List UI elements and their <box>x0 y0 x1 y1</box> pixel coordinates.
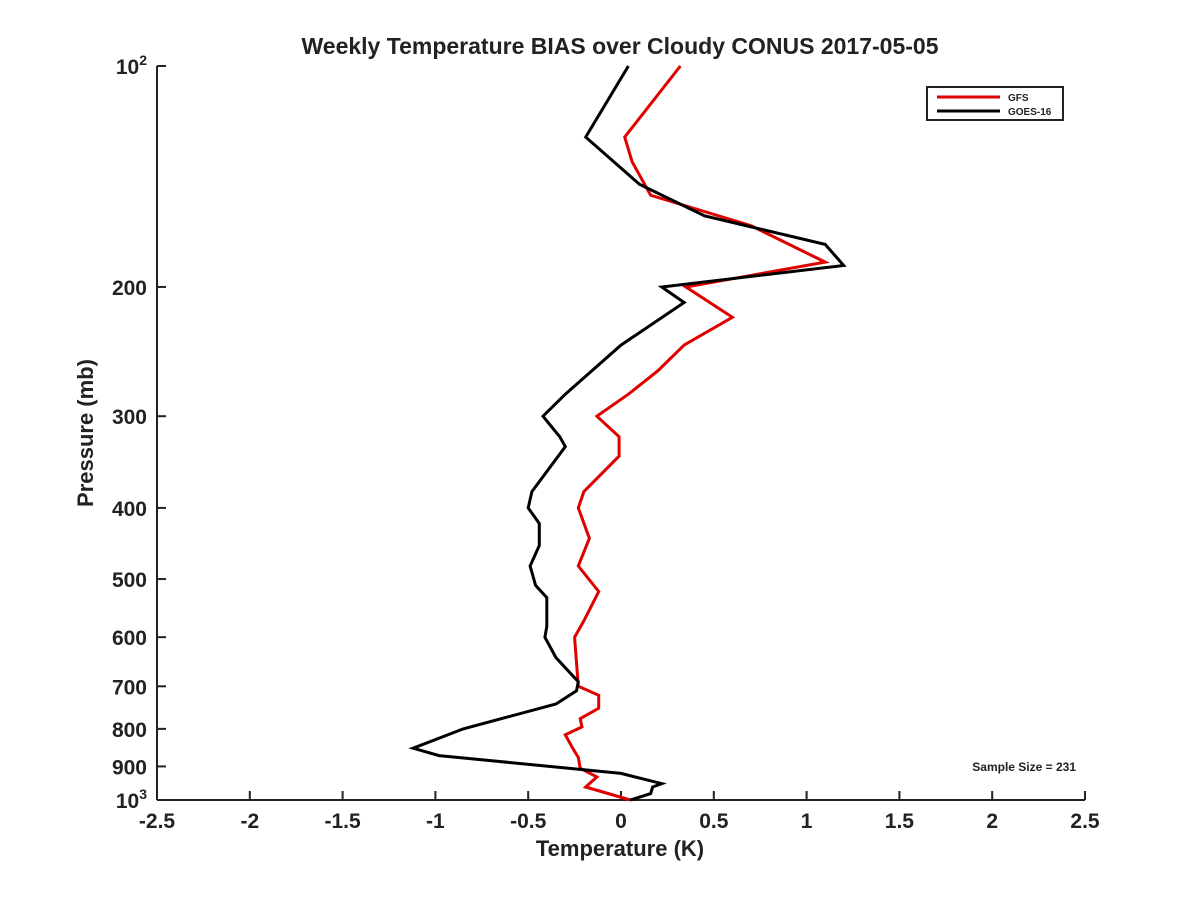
y-tick-label: 900 <box>112 756 147 779</box>
x-tick-label: -1 <box>426 810 445 833</box>
series-line-gfs <box>563 65 830 802</box>
x-tick-label: 0 <box>615 810 627 833</box>
data-series <box>408 65 847 802</box>
series-line-goes-16 <box>408 65 847 802</box>
y-axis-label: Pressure (mb) <box>73 359 98 507</box>
x-tick-label: 2 <box>986 810 998 833</box>
y-tick-label: 200 <box>112 277 147 300</box>
x-tick-label: 1 <box>801 810 813 833</box>
y-tick-label: 103 <box>116 786 147 813</box>
y-tick-label: 102 <box>116 52 147 79</box>
x-tick-label: 0.5 <box>699 810 729 833</box>
legend: GFS GOES-16 <box>926 86 1064 121</box>
chart-title: Weekly Temperature BIAS over Cloudy CONU… <box>302 33 939 59</box>
y-tick-label: 300 <box>112 406 147 429</box>
axes: -2.5 -2 -1.5 -1 -0.5 0 0.5 1 1.5 2 2.5 102 200 300 400… <box>112 52 1100 833</box>
x-tick-label: -0.5 <box>510 810 547 833</box>
x-axis-label: Temperature (K) <box>536 836 704 861</box>
sample-size-annotation: Sample Size = 231 <box>972 760 1076 774</box>
y-tick-label: 500 <box>112 569 147 592</box>
legend-box <box>926 86 1064 121</box>
x-tick-label: -2 <box>240 810 259 833</box>
y-tick-label: 700 <box>112 676 147 699</box>
x-tick-label: -1.5 <box>325 810 362 833</box>
x-tick-label: 1.5 <box>885 810 915 833</box>
x-tick-label: -2.5 <box>139 810 176 833</box>
legend-label-gfs: GFS <box>1008 93 1029 104</box>
y-tick-label: 600 <box>112 627 147 650</box>
y-tick-label: 800 <box>112 719 147 742</box>
legend-label-goes-16: GOES-16 <box>1008 107 1052 118</box>
y-tick-label: 400 <box>112 498 147 521</box>
x-tick-label: 2.5 <box>1070 810 1100 833</box>
